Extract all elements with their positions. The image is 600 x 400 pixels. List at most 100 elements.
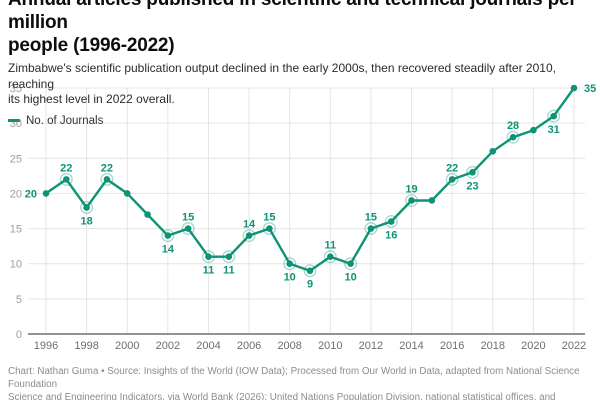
x-axis-tick-label: 2018 bbox=[481, 340, 505, 352]
data-point-halo bbox=[201, 250, 215, 264]
chart-title: Annual articles published in scientific … bbox=[8, 0, 592, 57]
x-axis-tick-label: 2012 bbox=[359, 340, 383, 352]
y-axis-tick-label: 20 bbox=[10, 188, 22, 200]
data-point-label: 31 bbox=[548, 124, 560, 136]
data-point-label: 10 bbox=[284, 272, 296, 284]
data-point-label: 22 bbox=[446, 162, 458, 174]
data-point-label: 15 bbox=[365, 212, 377, 224]
x-axis-tick-label: 2010 bbox=[318, 340, 342, 352]
data-point-label: 16 bbox=[385, 230, 397, 242]
data-point[interactable] bbox=[428, 197, 436, 204]
chart-subtitle: Zimbabwe's scientific publication output… bbox=[8, 61, 592, 108]
data-point[interactable] bbox=[550, 112, 557, 120]
x-axis-tick-label: 2006 bbox=[237, 340, 261, 352]
data-point[interactable] bbox=[327, 253, 334, 260]
data-point[interactable] bbox=[103, 176, 111, 183]
y-axis-tick-label: 15 bbox=[10, 224, 22, 236]
data-point[interactable] bbox=[123, 190, 131, 197]
data-point-halo bbox=[323, 250, 337, 264]
data-point-label: 15 bbox=[182, 212, 194, 224]
data-point[interactable] bbox=[144, 211, 151, 218]
data-point[interactable] bbox=[530, 126, 537, 134]
y-axis-tick-label: 25 bbox=[10, 153, 22, 165]
data-point-label: 14 bbox=[162, 244, 175, 256]
data-point-label: 15 bbox=[263, 212, 275, 224]
caption-line-1: Chart: Nathan Guma • Source: Insights of… bbox=[8, 366, 580, 390]
data-point-halo bbox=[262, 222, 276, 236]
data-point[interactable] bbox=[469, 169, 476, 176]
data-point-halo bbox=[283, 257, 297, 271]
data-point-halo bbox=[364, 222, 378, 236]
data-point[interactable] bbox=[367, 225, 375, 232]
data-point-halo bbox=[384, 215, 398, 229]
data-point[interactable] bbox=[306, 267, 314, 275]
data-point[interactable] bbox=[266, 225, 273, 232]
data-point-label: 22 bbox=[60, 162, 72, 174]
data-point-label: 19 bbox=[405, 183, 417, 195]
data-point[interactable] bbox=[387, 218, 395, 225]
data-point-halo bbox=[303, 264, 317, 278]
data-point-label: 28 bbox=[507, 120, 519, 132]
chart-subtitle-line-1: Zimbabwe's scientific publication output… bbox=[8, 61, 556, 91]
y-axis-tick-label: 0 bbox=[16, 329, 22, 341]
data-point[interactable] bbox=[408, 197, 415, 204]
legend-line-icon bbox=[8, 119, 20, 122]
data-point-halo bbox=[405, 193, 419, 207]
data-point-label: 9 bbox=[307, 279, 313, 291]
data-point-label: 11 bbox=[324, 240, 336, 252]
data-point-label: 11 bbox=[203, 265, 215, 277]
data-point[interactable] bbox=[42, 190, 50, 197]
data-point[interactable] bbox=[448, 176, 456, 183]
data-point-halo bbox=[344, 257, 358, 271]
data-point[interactable] bbox=[164, 232, 172, 239]
data-point-halo bbox=[506, 130, 520, 144]
data-point[interactable] bbox=[83, 204, 90, 211]
x-axis-tick-label: 2014 bbox=[399, 340, 423, 352]
data-point[interactable] bbox=[184, 225, 192, 232]
data-point[interactable] bbox=[245, 232, 253, 239]
data-point[interactable] bbox=[570, 84, 578, 92]
data-point[interactable] bbox=[205, 253, 212, 260]
data-point-halo bbox=[59, 172, 73, 186]
data-point-halo bbox=[445, 172, 459, 186]
data-point-label: 22 bbox=[101, 162, 113, 174]
y-axis-tick-label: 10 bbox=[10, 259, 22, 271]
x-axis-tick-label: 2008 bbox=[277, 340, 301, 352]
data-point-label: 11 bbox=[223, 265, 235, 277]
data-point[interactable] bbox=[286, 260, 293, 268]
data-point-label: 35 bbox=[584, 83, 596, 95]
x-axis-tick-label: 2020 bbox=[521, 340, 545, 352]
legend-series-label: No. of Journals bbox=[26, 114, 104, 127]
data-point[interactable] bbox=[489, 147, 497, 155]
x-axis-tick-label: 2022 bbox=[562, 340, 586, 352]
data-point[interactable] bbox=[63, 176, 70, 183]
data-point-halo bbox=[222, 250, 236, 264]
x-axis-tick-label: 2016 bbox=[440, 340, 464, 352]
data-point-label: 18 bbox=[80, 215, 92, 227]
data-point-label: 20 bbox=[25, 188, 37, 200]
data-point[interactable] bbox=[225, 253, 233, 260]
chart-source-caption: Chart: Nathan Guma • Source: Insights of… bbox=[8, 365, 592, 400]
data-point-halo bbox=[100, 172, 114, 186]
data-point-halo bbox=[465, 165, 479, 179]
y-axis-tick-label: 35 bbox=[10, 83, 22, 95]
chart-header: Annual articles published in scientific … bbox=[0, 0, 600, 127]
data-point[interactable] bbox=[509, 133, 517, 141]
data-point-label: 23 bbox=[466, 180, 478, 192]
chart-title-line-2: people (1996-2022) bbox=[8, 35, 175, 56]
data-point[interactable] bbox=[347, 260, 354, 268]
caption-line-2: Science and Engineering Indicators, via … bbox=[8, 392, 556, 400]
data-point-halo bbox=[161, 229, 175, 243]
x-axis-tick-label: 2002 bbox=[156, 340, 180, 352]
data-point-halo bbox=[547, 109, 561, 123]
data-point-label: 10 bbox=[344, 272, 356, 284]
chart-legend: No. of Journals bbox=[8, 115, 592, 127]
x-axis-tick-label: 2000 bbox=[115, 340, 139, 352]
x-axis-tick-label: 1998 bbox=[74, 340, 98, 352]
x-axis-tick-label: 1996 bbox=[34, 340, 58, 352]
data-point-halo bbox=[80, 200, 94, 214]
data-point-halo bbox=[242, 229, 256, 243]
y-axis-tick-label: 5 bbox=[16, 294, 22, 306]
